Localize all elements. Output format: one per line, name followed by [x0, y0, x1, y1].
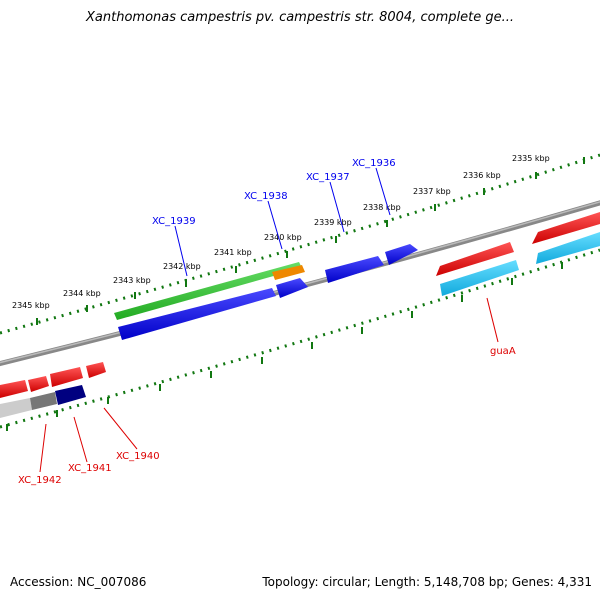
cds-XC_1936[interactable] — [385, 244, 418, 265]
major-ticks-lower — [6, 262, 563, 431]
cds-XC_1942[interactable] — [0, 398, 32, 418]
cds-red-left-2[interactable] — [28, 376, 49, 392]
label-XC_1941[interactable]: XC_1941 — [68, 463, 112, 474]
label-XC_1936[interactable]: XC_1936 — [352, 158, 396, 169]
label-guaA[interactable]: guaA — [490, 346, 516, 357]
tick-label-2335: 2335 kbp — [512, 154, 550, 163]
accession-text: Accession: NC_007086 — [10, 575, 147, 589]
gene-green-bar[interactable] — [114, 262, 302, 320]
cds-guaA[interactable] — [440, 260, 519, 296]
cds-red-upper[interactable] — [436, 242, 514, 276]
tick-label-2339: 2339 kbp — [314, 218, 352, 227]
label-XC_1938[interactable]: XC_1938 — [244, 191, 288, 202]
cds-red-left-1[interactable] — [0, 380, 28, 398]
major-ticks-upper — [36, 157, 585, 325]
tick-label-2343: 2343 kbp — [113, 276, 151, 285]
cds-XC_1940[interactable] — [55, 385, 86, 405]
cds-XC_1941[interactable] — [30, 392, 57, 410]
tick-label-2342: 2342 kbp — [163, 262, 201, 271]
cds-red-left-4[interactable] — [86, 362, 106, 378]
label-XC_1940[interactable]: XC_1940 — [116, 451, 160, 462]
topology-text: Topology: circular; Length: 5,148,708 bp… — [262, 575, 592, 589]
tick-label-2344: 2344 kbp — [63, 289, 101, 298]
tick-label-2337: 2337 kbp — [413, 187, 451, 196]
cds-cyan-right[interactable] — [536, 232, 600, 264]
tick-label-2340: 2340 kbp — [264, 233, 302, 242]
map-title: Xanthomonas campestris pv. campestris st… — [86, 10, 514, 25]
tick-label-2336: 2336 kbp — [463, 171, 501, 180]
label-XC_1937[interactable]: XC_1937 — [306, 172, 350, 183]
cds-XC_1937[interactable] — [325, 256, 384, 283]
tick-label-2341: 2341 kbp — [214, 248, 252, 257]
forward-tick-track — [0, 153, 600, 335]
rrna-orange-bar[interactable] — [272, 265, 305, 280]
cds-red-upper-right[interactable] — [532, 212, 600, 244]
label-XC_1942[interactable]: XC_1942 — [18, 475, 62, 486]
label-XC_1939[interactable]: XC_1939 — [152, 216, 196, 227]
tick-label-2345: 2345 kbp — [12, 301, 50, 310]
cds-XC_1938[interactable] — [276, 278, 308, 298]
reverse-tick-track — [0, 248, 600, 429]
cds-XC_1939[interactable] — [118, 288, 276, 340]
cds-red-left-3[interactable] — [50, 367, 83, 387]
tick-label-2338: 2338 kbp — [363, 203, 401, 212]
label-leaders — [39, 167, 499, 473]
